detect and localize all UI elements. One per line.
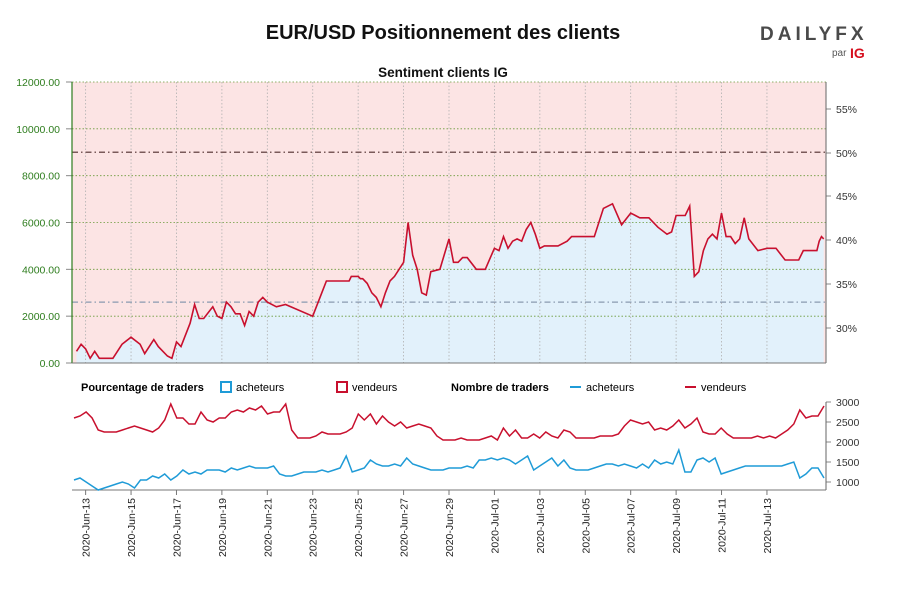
buyers-area	[76, 203, 824, 363]
legend-pct-title: Pourcentage de traders	[81, 382, 204, 394]
x-tick-label: 2020-Jul-09	[671, 498, 683, 554]
x-tick-label: 2020-Jun-13	[81, 498, 93, 557]
legend-pct-buy-swatch	[220, 381, 232, 393]
x-tick-label: 2020-Jun-15	[126, 498, 138, 557]
y-tick-label: 8000.00	[22, 171, 60, 183]
lower-buyers-line	[73, 447, 825, 491]
main-plot: 0.00 2000.00 4000.00 6000.00 8000.00 10000.00…	[16, 77, 857, 370]
right-tick-label: 35%	[836, 279, 857, 291]
x-tick-label: 2020-Jul-13	[762, 498, 774, 554]
x-tick-label: 2020-Jun-19	[217, 498, 229, 557]
y-tick-label: 10000.00	[16, 124, 60, 136]
y-tick-label: 4000.00	[22, 264, 60, 276]
lower-y-tick-label: 2500	[836, 417, 860, 429]
right-tick-label: 50%	[836, 148, 857, 160]
right-tick-label: 55%	[836, 104, 857, 116]
x-tick-label: 2020-Jul-05	[580, 498, 592, 554]
x-axis: 2020-Jun-13 2020-Jun-15 2020-Jun-17 2020-Ju…	[81, 490, 774, 557]
x-tick-label: 2020-Jun-27	[399, 498, 411, 557]
lower-y-tick-label: 1000	[836, 477, 860, 489]
legend-pct-sell-swatch	[336, 381, 348, 393]
trader-count-plot: 1000 1500 2000 2500 3000	[72, 397, 860, 491]
brand-wordmark: DAILYFX	[760, 24, 868, 45]
right-tick-label: 30%	[836, 323, 857, 335]
x-tick-label: 2020-Jun-21	[262, 498, 274, 557]
x-tick-label: 2020-Jul-03	[535, 498, 547, 554]
x-tick-label: 2020-Jun-29	[444, 498, 456, 557]
y-tick-label: 0.00	[40, 358, 61, 370]
legend-pct-sell-label: vendeurs	[352, 382, 398, 394]
right-tick-label: 45%	[836, 191, 857, 203]
x-tick-label: 2020-Jul-01	[489, 498, 501, 554]
legend-num-sell-label: vendeurs	[701, 382, 747, 394]
y-tick-label: 6000.00	[22, 218, 60, 230]
y-tick-label: 12000.00	[16, 77, 60, 89]
lower-y-tick-label: 3000	[836, 397, 860, 409]
chart-subtitle: Sentiment clients IG	[378, 65, 508, 80]
x-tick-label: 2020-Jun-17	[172, 498, 184, 557]
legend-num-buy-label: acheteurs	[586, 382, 635, 394]
legend: Pourcentage de traders acheteurs vendeur…	[81, 381, 747, 394]
y-tick-label: 2000.00	[22, 311, 60, 323]
lower-sellers-line	[73, 402, 825, 442]
x-tick-label: 2020-Jun-25	[353, 498, 365, 557]
lower-y-tick-label: 2000	[836, 437, 860, 449]
chart-title: EUR/USD Positionnement des clients	[265, 22, 621, 44]
legend-pct-buy-label: acheteurs	[236, 382, 285, 394]
right-tick-label: 40%	[836, 235, 857, 247]
brand-by-label: par	[832, 48, 847, 59]
x-tick-label: 2020-Jul-07	[626, 498, 638, 554]
x-tick-label: 2020-Jul-11	[717, 498, 729, 553]
legend-num-title: Nombre de traders	[451, 382, 549, 394]
lower-y-tick-label: 1500	[836, 457, 860, 469]
x-tick-label: 2020-Jun-23	[308, 498, 320, 557]
brand-logo: DAILYFX par IG	[760, 24, 870, 64]
brand-ig-label: IG	[850, 45, 865, 61]
sellers-line	[75, 202, 825, 360]
